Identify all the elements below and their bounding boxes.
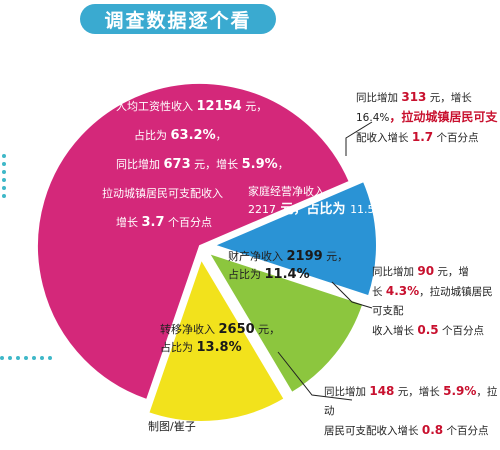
slice-label-line: 同比增加 313 元，增长 xyxy=(356,88,497,108)
highlight-value: 元，占比为 xyxy=(276,202,351,217)
slice-label-line: 增长 3.7 个百分点 xyxy=(96,208,289,237)
highlight-value: 5.9% xyxy=(443,384,477,398)
slice-label-line: 同比增加 148 元，增长 5.9%，拉动 xyxy=(324,382,500,421)
decorative-dots-bottom xyxy=(0,356,60,362)
label-text: 拉动城镇居民可支配收入 xyxy=(102,187,223,200)
label-text: 同比增加 xyxy=(116,158,164,171)
slice-label-line: 配收入增长 1.7 个百分点 xyxy=(356,128,497,148)
highlight-value: 1.7 xyxy=(411,130,434,144)
highlight-value: 313 xyxy=(401,90,427,104)
label-text: 财产净收入 xyxy=(228,250,287,263)
slice-label-line: 占比为 13.8% xyxy=(160,339,280,357)
callout-2: 同比增加 90 元，增长 4.3%，拉动城镇居民可支配 收入增长 0.5 个百分点 xyxy=(372,262,500,341)
highlight-value: 148 xyxy=(369,384,395,398)
label-text: 个百分点 xyxy=(433,132,479,144)
slice-label-line: 人均工资性收入 12154 元， xyxy=(96,92,289,121)
label-text: 家庭经营净收入 xyxy=(248,185,325,198)
highlight-value: 12154 xyxy=(196,99,242,114)
highlight-value: 5.9% xyxy=(241,157,278,172)
decorative-dots-left xyxy=(0,150,8,210)
label-text: 转移净收入 xyxy=(160,323,219,336)
label-text: 居民可支配收入增长 xyxy=(324,425,422,437)
label-text: 个百分点 xyxy=(438,325,484,337)
label-text: ，拉动城镇居民可支配 xyxy=(372,286,493,317)
slice-label-0: 人均工资性收入 12154 元， 占比为 63.2%， 同比增加 673 元，增长 … xyxy=(96,92,289,237)
label-text: 同比增加 xyxy=(356,92,402,104)
callout-3: 同比增加 148 元，增长 5.9%，拉动 居民可支配收入增长 0.8 个百分点 xyxy=(324,382,500,441)
pie-slice-2 xyxy=(206,251,365,395)
label-text: ， xyxy=(215,129,227,142)
label-text: 元， xyxy=(241,100,268,113)
highlight-value: 673 xyxy=(163,157,191,172)
highlight-value: ，拉动城镇居民可支 xyxy=(389,110,498,124)
label-text: 11.5% xyxy=(350,203,386,216)
slice-label-1: 家庭经营净收入 2217 元，占比为 11.5% xyxy=(248,183,385,219)
label-text: 元， xyxy=(322,250,349,263)
leader-line-3 xyxy=(277,351,353,401)
label-text: 占比为 xyxy=(228,268,265,281)
highlight-value: 2199 xyxy=(286,249,323,264)
label-text: 长 xyxy=(372,286,386,298)
slice-label-line: 同比增加 90 元，增 xyxy=(372,262,500,282)
label-text: 同比增加 xyxy=(324,386,370,398)
slice-label-line: 2217 元，占比为 11.5% xyxy=(248,201,385,219)
header-title: 调查数据逐个看 xyxy=(80,4,276,34)
slice-label-line: 拉动城镇居民可支配收入 xyxy=(96,179,289,208)
label-text: 个百分点 xyxy=(164,216,213,229)
label-text: 增长 xyxy=(116,216,142,229)
pie-slice-1 xyxy=(211,179,378,298)
label-text: 元，增 xyxy=(434,266,469,278)
label-text: 配收入增长 xyxy=(356,132,412,144)
label-text: 同比增加 xyxy=(372,266,418,278)
slice-label-line: 转移净收入 2650 元， xyxy=(160,321,280,339)
label-text: 2217 xyxy=(248,203,276,216)
leader-line-2 xyxy=(331,281,373,309)
slice-label-line: 占比为 63.2%， xyxy=(96,121,289,150)
label-text: ， xyxy=(277,158,289,171)
highlight-value: 90 xyxy=(417,264,435,278)
highlight-value: 2650 xyxy=(218,322,255,337)
callout-1: 同比增加 313 元，增长 16.4%，拉动城镇居民可支 配收入增长 1.7 个百分… xyxy=(356,88,497,148)
label-text: 元，增长 xyxy=(394,386,444,398)
highlight-value: 11.4% xyxy=(264,267,310,282)
label-text: 占比为 xyxy=(134,129,171,142)
highlight-value: 0.8 xyxy=(421,423,444,437)
label-text: 16.4% xyxy=(356,112,390,124)
highlight-value: 3.7 xyxy=(141,215,165,230)
slice-label-line: 占比为 11.4% xyxy=(228,266,348,284)
label-text: 占比为 xyxy=(160,341,197,354)
highlight-value: 4.3% xyxy=(385,284,420,298)
label-text: 个百分点 xyxy=(443,425,489,437)
highlight-value: 13.8% xyxy=(196,340,242,355)
leader-line-1 xyxy=(345,121,373,156)
label-text: 元， xyxy=(254,323,281,336)
slice-label-3: 转移净收入 2650 元， 占比为 13.8% xyxy=(160,321,280,357)
label-text: ，拉动 xyxy=(324,386,498,417)
chart-credit: 制图/崔子 xyxy=(148,420,196,433)
label-text: 元，增长 xyxy=(190,158,242,171)
pie-slice-3 xyxy=(146,256,286,423)
slice-label-line: 财产净收入 2199 元， xyxy=(228,248,348,266)
slice-label-line: 16.4%，拉动城镇居民可支 xyxy=(356,108,497,128)
highlight-value: 0.5 xyxy=(417,323,439,337)
label-text: 人均工资性收入 xyxy=(116,100,197,113)
slice-label-2: 财产净收入 2199 元， 占比为 11.4% xyxy=(228,248,348,284)
slice-label-line: 家庭经营净收入 xyxy=(248,183,385,201)
slice-label-line: 居民可支配收入增长 0.8 个百分点 xyxy=(324,421,500,441)
slice-label-line: 同比增加 673 元，增长 5.9%， xyxy=(96,150,289,179)
slice-label-line: 收入增长 0.5 个百分点 xyxy=(372,321,500,341)
highlight-value: 63.2% xyxy=(170,128,216,143)
label-text: 收入增长 xyxy=(372,325,418,337)
pie-slice-0 xyxy=(36,82,352,402)
slice-label-line: 长 4.3%，拉动城镇居民可支配 xyxy=(372,282,500,321)
label-text: 元，增长 xyxy=(426,92,472,104)
